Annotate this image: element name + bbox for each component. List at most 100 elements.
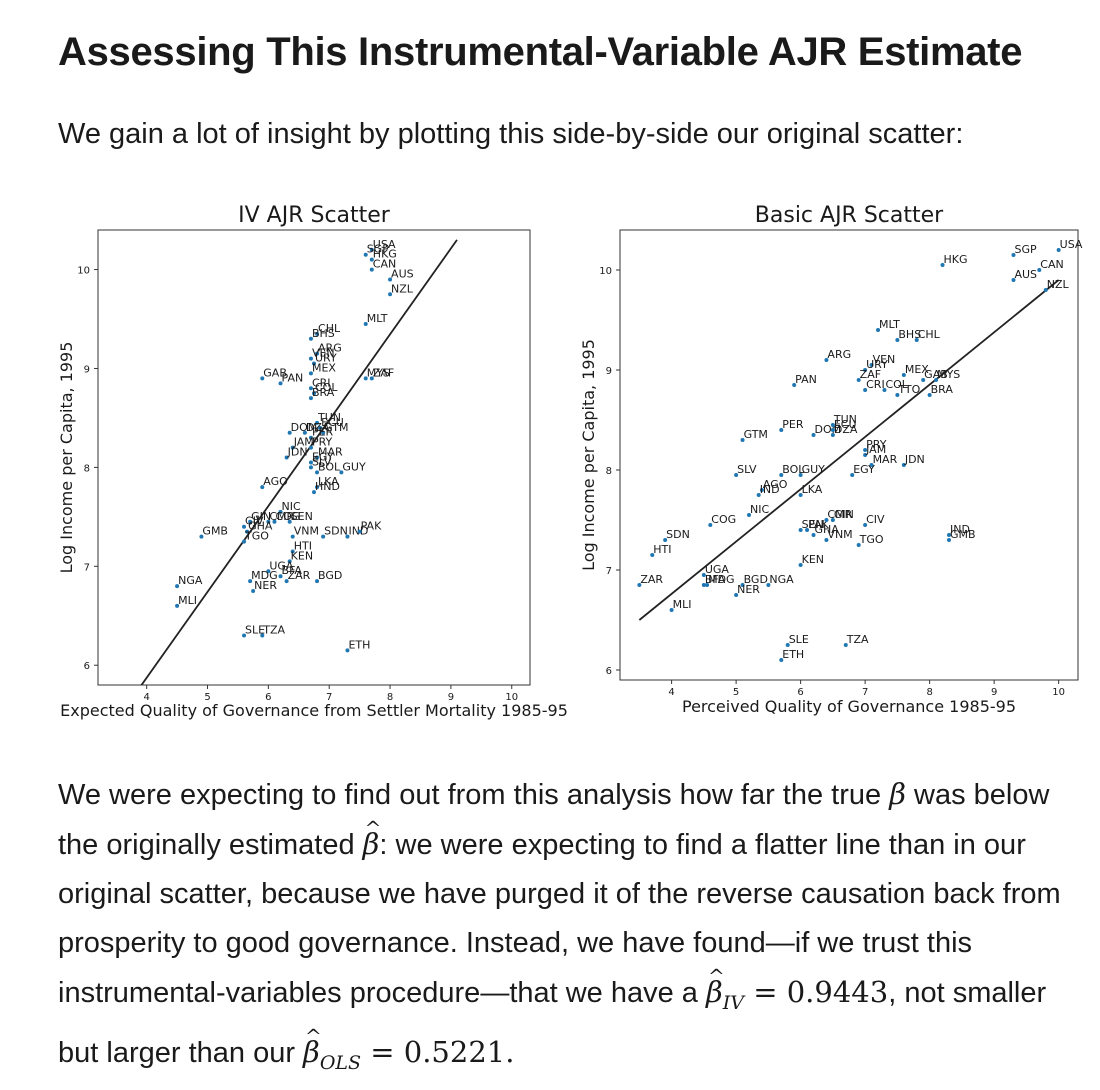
basic-point-label: TGO	[859, 533, 884, 546]
iv-point-label: DZA	[306, 421, 330, 434]
basic-point-label: MLI	[673, 598, 692, 611]
iv-data-point	[287, 559, 292, 564]
basic-data-point	[740, 438, 745, 442]
basic-data-point	[701, 573, 706, 577]
iv-y-tick-label: 9	[84, 364, 90, 375]
iv-data-point	[278, 381, 283, 386]
basic-data-point	[1056, 248, 1061, 252]
basic-data-point	[934, 378, 939, 382]
basic-data-point	[708, 523, 713, 527]
iv-x-tick-label: 10	[505, 692, 518, 703]
basic-data-point	[1037, 268, 1042, 272]
iv-point-label: MEX	[312, 361, 336, 374]
iv-data-point	[175, 584, 180, 589]
iv-point-label: GAB	[263, 366, 287, 379]
basic-point-label: GAB	[924, 368, 948, 381]
iv-data-point	[312, 391, 316, 396]
basic-data-point	[740, 583, 745, 587]
iv-point-label: HND	[315, 480, 340, 493]
iv-x-tick-label: 7	[326, 692, 332, 703]
basic-point-label: TZA	[846, 633, 869, 646]
iv-point-label: TUN	[317, 411, 341, 424]
iv-point-label: MDG	[251, 569, 278, 582]
iv-point-label: LKA	[318, 475, 339, 488]
basic-data-point	[779, 428, 784, 432]
basic-point-label: UGA	[705, 563, 730, 576]
basic-point-label: SGP	[1014, 243, 1037, 256]
iv-data-point	[315, 579, 320, 584]
iv-data-point	[308, 336, 313, 341]
iv-data-point	[321, 430, 326, 435]
beta-iv-symbol: β	[706, 952, 725, 1017]
basic-data-point	[869, 363, 874, 367]
basic-point-label: GMB	[950, 528, 976, 541]
iv-point-label: HKG	[373, 248, 397, 261]
basic-point-label: IND	[760, 483, 780, 496]
paragraph-part2: was below the originally estimated	[58, 779, 1050, 861]
basic-point-label: COL	[885, 378, 908, 391]
basic-point-label: CMR	[827, 508, 852, 521]
iv-point-label: ECU	[321, 416, 344, 429]
scatter-charts: IV AJR Scatter Expected Quality of Gover…	[57, 203, 1083, 720]
iv-data-point	[318, 425, 323, 430]
iv-data-point	[308, 465, 313, 470]
iv-point-label: PAN	[282, 371, 304, 384]
basic-data-point	[798, 563, 803, 567]
basic-point-label: JAM	[865, 443, 886, 456]
iv-data-point	[388, 277, 393, 282]
iv-point-label: HTI	[294, 539, 312, 552]
iv-point-label: CAN	[373, 258, 396, 271]
basic-data-point	[734, 593, 739, 597]
basic-data-point	[895, 393, 900, 397]
iv-point-label: DOM	[291, 421, 318, 434]
iv-data-point	[363, 376, 368, 381]
basic-point-label: AUS	[1014, 268, 1037, 281]
iv-data-point	[315, 331, 320, 336]
iv-data-point	[363, 321, 368, 326]
basic-point-label: SDN	[666, 528, 690, 541]
iv-data-point	[248, 519, 253, 524]
analysis-paragraph: We were expecting to find out from this …	[58, 770, 1068, 1088]
iv-data-point	[308, 435, 313, 440]
basic-point-label: PRY	[866, 438, 887, 451]
iv-data-point	[290, 549, 295, 554]
basic-data-point	[824, 518, 829, 522]
iv-point-label: USA	[373, 238, 396, 251]
basic-point-label: VEN	[873, 353, 896, 366]
iv-point-label: PRY	[312, 436, 333, 449]
basic-point-label: NER	[737, 583, 760, 596]
basic-data-point	[811, 433, 816, 437]
iv-data-point	[308, 396, 313, 401]
iv-data-point	[312, 361, 316, 366]
beta-hat-symbol: β	[363, 804, 382, 869]
iv-data-point	[260, 376, 265, 381]
basic-point-label: JDN	[904, 453, 925, 466]
basic-point-label: IND	[950, 523, 970, 536]
iv-x-tick-label: 4	[143, 692, 149, 703]
basic-data-point	[901, 373, 906, 377]
basic-data-point	[747, 513, 752, 517]
iv-data-point	[312, 490, 316, 495]
iv-point-label: ETH	[348, 638, 370, 651]
basic-data-point	[650, 553, 655, 557]
iv-data-point	[266, 519, 271, 524]
iv-data-point	[260, 485, 265, 490]
basic-data-point	[1011, 278, 1016, 282]
basic-point-label: VNM	[827, 528, 852, 541]
basic-point-label: NZL	[1047, 278, 1070, 291]
iv-data-point	[308, 460, 313, 465]
iv-data-point	[369, 267, 374, 272]
basic-y-tick-label: 9	[606, 366, 612, 377]
paragraph-part3: : we were expecting to find a flatter li…	[58, 829, 1061, 1009]
basic-point-label: GUY	[802, 463, 826, 476]
iv-point-label: URY	[315, 352, 337, 365]
basic-point-label: MLT	[879, 318, 900, 331]
iv-point-label: CRI	[312, 376, 331, 389]
iv-point-label: TGO	[244, 530, 269, 543]
iv-data-point	[199, 534, 204, 539]
iv-data-point	[278, 574, 283, 579]
basic-data-point	[869, 463, 874, 467]
iv-data-point	[315, 455, 320, 460]
basic-data-point	[914, 338, 919, 342]
iv-data-point	[308, 386, 313, 391]
